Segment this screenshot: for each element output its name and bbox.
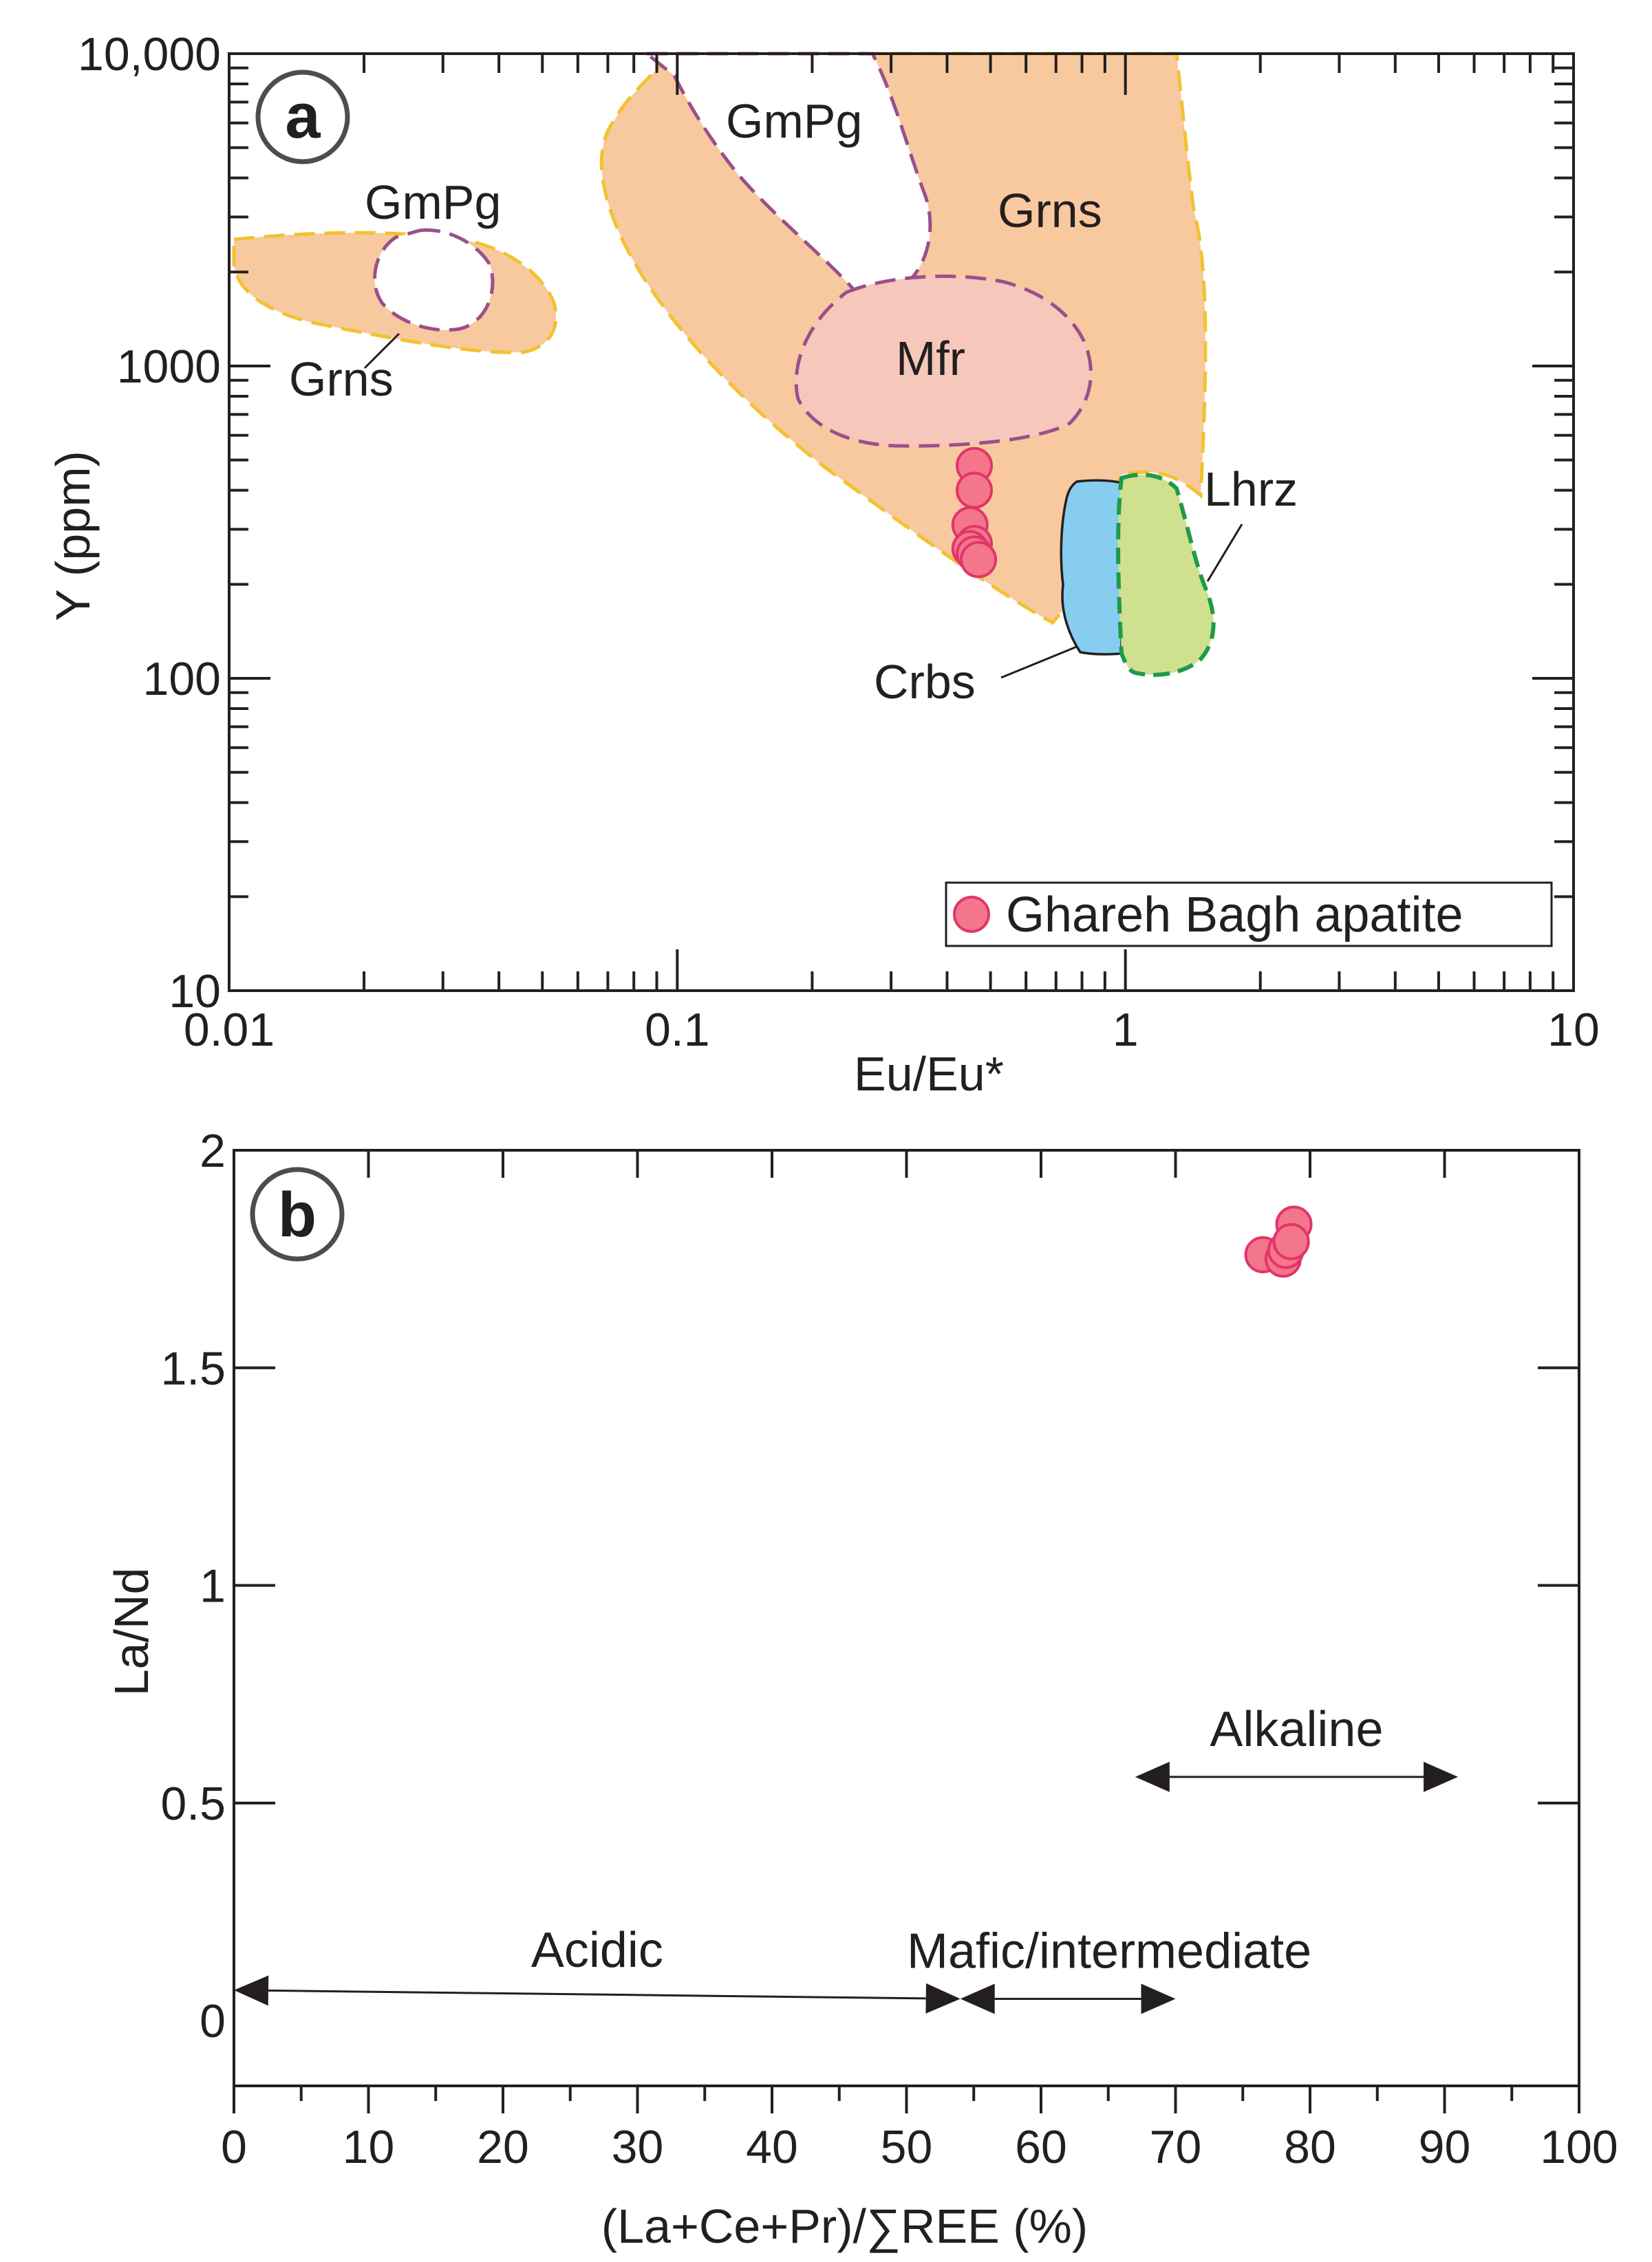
panel-b-letter-text: b: [278, 1180, 317, 1250]
y-tick-label: 1: [200, 1560, 226, 1613]
panel-b-axes: 0 10 20 30 40 50 60 70 80 90 100 0 0.5 1 1.5 2 (La+Ce+Pr…: [105, 1125, 1618, 2253]
region-lhrz: [1116, 473, 1216, 677]
panel-b-points: [1244, 1205, 1313, 1278]
x-tick-label: 0.1: [645, 1004, 710, 1056]
label-grns-left: Grns: [289, 352, 394, 406]
y-axis-title: Y (ppm): [46, 451, 100, 621]
range-label: Mafic/intermediate: [907, 1924, 1311, 1979]
data-point: [956, 471, 994, 509]
panel-b-letter: b: [250, 1167, 345, 1262]
range-arrow-head-left: [1135, 1761, 1170, 1792]
x-tick-label: 10: [1547, 1004, 1600, 1056]
label-gmpg-top: GmPg: [726, 94, 862, 148]
range-arrow-head-right: [1424, 1761, 1459, 1792]
leader-lhrz: [1206, 524, 1243, 582]
y-axis-title: La/Nd: [105, 1568, 158, 1696]
y-tick-label: 100: [143, 653, 221, 705]
range-arrow-head-left: [234, 1975, 269, 2006]
label-mfr: Mfr: [896, 332, 965, 385]
x-tick-label: 100: [1540, 2121, 1618, 2173]
label-gmpg-left: GmPg: [365, 175, 501, 229]
range-arrow-head-left: [960, 1983, 995, 2014]
panel-a-region-labels: GmPg Grns GmPg Grns Mfr Lhrz Crbs: [289, 94, 1298, 709]
label-grns-main: Grns: [998, 184, 1102, 237]
data-point: [1272, 1222, 1310, 1260]
x-tick-label: 80: [1284, 2121, 1336, 2173]
y-tick-label: 0: [200, 1995, 226, 2047]
y-tick-label: 2: [200, 1125, 226, 1177]
x-tick-label: 30: [612, 2121, 664, 2173]
x-axis-title: (La+Ce+Pr)/∑REE (%): [601, 2199, 1088, 2253]
y-tick-label: 1000: [117, 341, 221, 393]
range-label: Acidic: [531, 1923, 663, 1978]
legend-label: Ghareh Bagh apatite: [1006, 887, 1463, 942]
range-label: Alkaline: [1210, 1702, 1383, 1757]
panel-a-frame: [228, 52, 1575, 992]
x-tick-label: 40: [746, 2121, 798, 2173]
range-arrow-head-right: [925, 1983, 961, 2014]
panel-a-legend: Ghareh Bagh apatite: [945, 881, 1553, 947]
panel-b: 0 10 20 30 40 50 60 70 80 90 100 0 0.5 1 1.5 2 (La+Ce+Pr…: [105, 1125, 1618, 2253]
x-tick-label: 90: [1419, 2121, 1471, 2173]
panel-a-letter-circle: [255, 69, 350, 164]
y-tick-label: 10: [169, 965, 221, 1017]
x-tick-label: 1: [1113, 1004, 1139, 1056]
panel-a-regions: [232, 52, 1216, 677]
x-tick-label: 60: [1015, 2121, 1067, 2173]
panel-a: 0.01 0.1 1 10 10 100 1000 10,000 Eu/Eu* Y (ppm) G…: [46, 28, 1600, 1101]
region-crbs: [1060, 479, 1123, 656]
x-tick-label: 10: [343, 2121, 395, 2173]
region-gmpg-left: [373, 228, 495, 332]
range-arrow-shaft: [268, 1989, 926, 2000]
data-point: [960, 541, 998, 579]
x-tick-label: 70: [1150, 2121, 1202, 2173]
x-tick-label: 20: [477, 2121, 529, 2173]
panel-b-letter-circle: [250, 1167, 345, 1262]
y-tick-label: 1.5: [160, 1342, 226, 1394]
region-gmpg-top: [641, 52, 932, 294]
legend-marker: [953, 896, 990, 933]
leader-grns-left: [363, 332, 400, 369]
legend-box: [945, 881, 1553, 947]
x-tick-label: 50: [881, 2121, 933, 2173]
panel-a-letter-text: a: [285, 81, 321, 151]
y-tick-label: 10,000: [78, 28, 221, 80]
panel-a-axes: 0.01 0.1 1 10 10 100 1000 10,000 Eu/Eu* Y (ppm): [46, 28, 1600, 1101]
region-mfr: [794, 274, 1093, 448]
x-tick-label: 0.01: [184, 1004, 275, 1056]
panel-b-ranges: Acidic Mafic/intermediate Alkaline: [234, 1702, 1459, 2014]
label-lhrz: Lhrz: [1204, 462, 1298, 516]
leader-crbs: [1000, 645, 1077, 679]
range-arrow-head-right: [1141, 1983, 1176, 2014]
y-tick-label: 0.5: [160, 1778, 226, 1830]
panel-a-letter: a: [255, 69, 350, 164]
label-crbs: Crbs: [874, 655, 976, 709]
x-tick-label: 0: [221, 2121, 247, 2173]
panel-a-points: [951, 446, 998, 579]
x-axis-title: Eu/Eu*: [854, 1047, 1004, 1101]
